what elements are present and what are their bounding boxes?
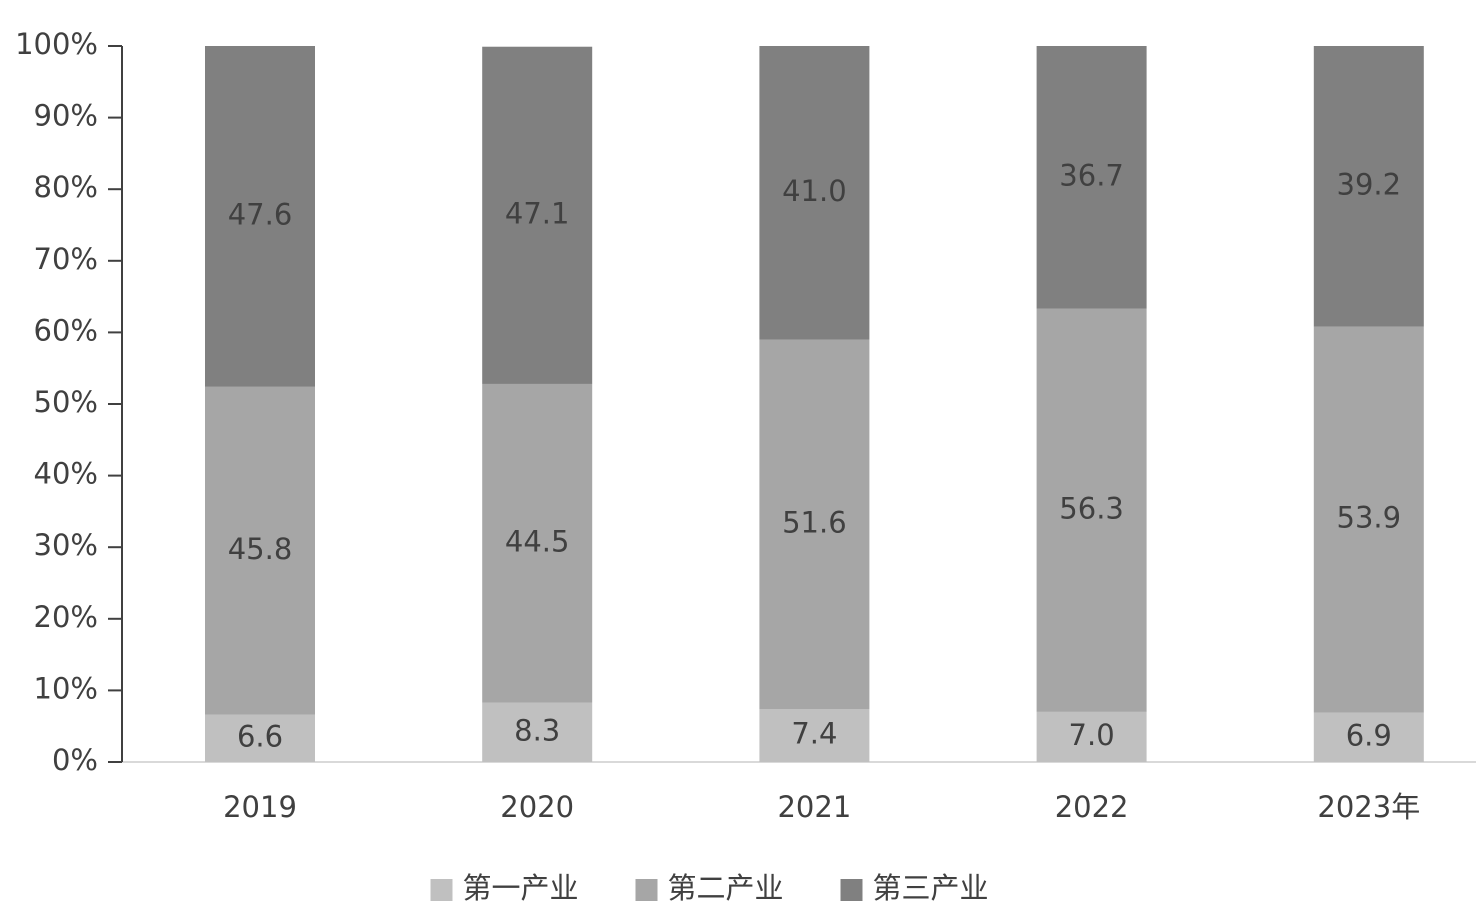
data-label: 8.3 <box>514 713 560 747</box>
legend-swatch <box>840 879 863 901</box>
legend-label: 第一产业 <box>463 871 579 905</box>
bar-segment <box>482 46 593 384</box>
y-tick-label: 60% <box>34 313 98 347</box>
bar-segment <box>759 339 870 710</box>
x-tick-label: 2022 <box>1055 790 1129 824</box>
data-label: 53.9 <box>1337 501 1402 535</box>
y-tick-label: 100% <box>15 27 98 61</box>
y-tick-label: 10% <box>34 671 98 705</box>
legend-swatch <box>635 879 658 901</box>
bar-segment <box>482 383 593 703</box>
data-label: 7.0 <box>1069 718 1115 752</box>
data-label: 36.7 <box>1059 158 1124 192</box>
data-label: 6.9 <box>1346 718 1392 752</box>
data-label: 45.8 <box>228 532 293 566</box>
data-label: 56.3 <box>1059 491 1124 525</box>
legend-swatch <box>430 879 453 901</box>
data-label: 47.1 <box>505 196 570 230</box>
y-tick-label: 40% <box>34 457 98 491</box>
y-tick-label: 50% <box>34 385 98 419</box>
data-label: 41.0 <box>782 174 847 208</box>
bar-segment <box>1036 308 1147 712</box>
bar-segment <box>1036 711 1147 762</box>
bar-segment <box>1313 712 1424 762</box>
bar-segment <box>205 46 315 387</box>
x-tick-label: 2019 <box>223 790 297 824</box>
data-label: 51.6 <box>782 505 847 539</box>
bar-segment <box>1313 46 1424 327</box>
x-tick-label: 2021 <box>777 790 851 824</box>
bar-segment <box>1313 326 1424 713</box>
data-label: 7.4 <box>791 717 837 751</box>
bar-segment <box>759 46 870 340</box>
y-tick-label: 90% <box>34 99 98 133</box>
bar-segment <box>759 709 870 762</box>
y-tick-label: 70% <box>34 242 98 276</box>
y-tick-label: 0% <box>52 743 98 777</box>
data-label: 39.2 <box>1337 167 1402 201</box>
x-tick-label: 2020 <box>500 790 574 824</box>
data-label: 6.6 <box>237 719 283 753</box>
bar-segment <box>482 702 593 762</box>
y-tick-label: 20% <box>34 600 98 634</box>
y-tick-label: 30% <box>34 528 98 562</box>
bar-segment <box>1036 46 1147 309</box>
legend-label: 第二产业 <box>668 871 784 905</box>
y-tick-label: 80% <box>34 170 98 204</box>
bar-segment <box>205 386 315 715</box>
x-tick-label: 2023年 <box>1317 790 1420 824</box>
data-label: 47.6 <box>228 197 293 231</box>
legend-label: 第三产业 <box>873 871 989 905</box>
bar-segment <box>205 714 315 762</box>
data-label: 44.5 <box>505 524 570 558</box>
